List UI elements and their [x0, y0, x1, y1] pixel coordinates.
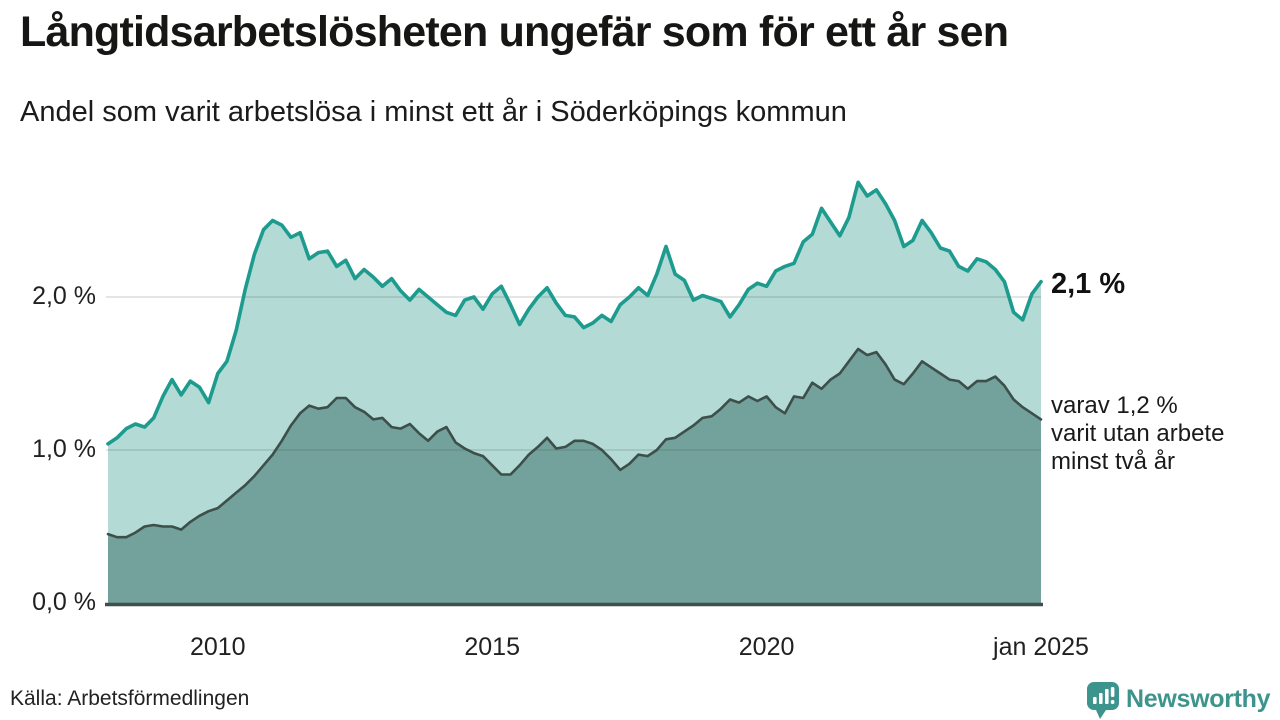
x-tick-label: 2010 [189, 633, 246, 661]
y-tick-label: 2,0 % [32, 282, 96, 310]
newsworthy-logo: Newsworthy [1086, 681, 1271, 719]
secondary-value-line2: varit utan arbete [1051, 420, 1225, 447]
secondary-value-label: varav 1,2 % varit utan arbete minst två … [1051, 392, 1224, 476]
x-tick-label: 2015 [464, 633, 520, 661]
series-line-0 [106, 180, 1043, 446]
logo-text: Newsworthy [1126, 685, 1271, 713]
bar-chart-speech-bubble-icon [1087, 682, 1119, 719]
source-note: Källa: Arbetsförmedlingen [10, 687, 250, 710]
y-tick-label: 0,0 % [32, 588, 96, 616]
page-title: Långtidsarbetslösheten ungefär som för e… [20, 8, 1009, 56]
x-tick-label: 2020 [738, 633, 795, 661]
series-area-1 [108, 349, 1041, 603]
y-tick-label: 1,0 % [32, 435, 96, 463]
secondary-value-line1: varav 1,2 % [1051, 392, 1178, 419]
x-tick-label: jan 2025 [993, 633, 1089, 661]
page-subtitle: Andel som varit arbetslösa i minst ett å… [20, 96, 847, 128]
latest-value-label: 2,1 % [1051, 268, 1126, 300]
secondary-value-line3: minst två år [1051, 448, 1176, 475]
series-line-1 [106, 347, 1043, 539]
